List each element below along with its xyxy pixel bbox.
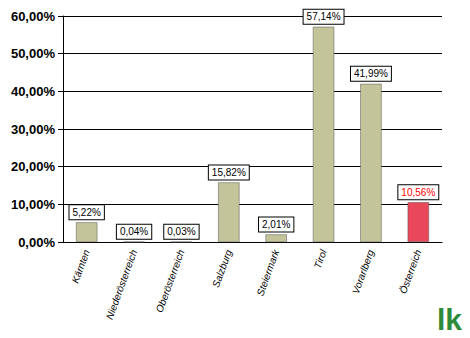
svg-text:Steiermark: Steiermark	[254, 247, 281, 297]
svg-text:50,00%: 50,00%	[11, 46, 56, 61]
svg-text:10,00%: 10,00%	[11, 197, 56, 212]
svg-text:Niederösterreich: Niederösterreich	[104, 248, 140, 321]
svg-text:60,00%: 60,00%	[11, 9, 56, 24]
svg-text:0,00%: 0,00%	[18, 235, 55, 250]
svg-text:Salzburg: Salzburg	[210, 248, 234, 289]
svg-text:Kärnten: Kärnten	[70, 248, 92, 285]
svg-text:Tirol: Tirol	[312, 247, 329, 270]
svg-text:57,14%: 57,14%	[307, 11, 341, 22]
svg-text:Vorarlberg: Vorarlberg	[350, 248, 376, 296]
svg-text:15,82%: 15,82%	[212, 167, 246, 178]
svg-text:10,56%: 10,56%	[401, 187, 435, 198]
svg-text:41,99%: 41,99%	[354, 68, 388, 79]
svg-text:Österreich: Österreich	[397, 248, 423, 296]
svg-text:0,03%: 0,03%	[167, 226, 195, 237]
svg-text:20,00%: 20,00%	[11, 159, 56, 174]
svg-text:2,01%: 2,01%	[262, 219, 290, 230]
svg-text:0,04%: 0,04%	[120, 226, 148, 237]
svg-text:5,22%: 5,22%	[73, 207, 101, 218]
svg-text:40,00%: 40,00%	[11, 84, 56, 99]
svg-text:lk: lk	[437, 303, 462, 336]
svg-text:Oberösterreich: Oberösterreich	[154, 248, 187, 314]
svg-text:30,00%: 30,00%	[11, 122, 56, 137]
